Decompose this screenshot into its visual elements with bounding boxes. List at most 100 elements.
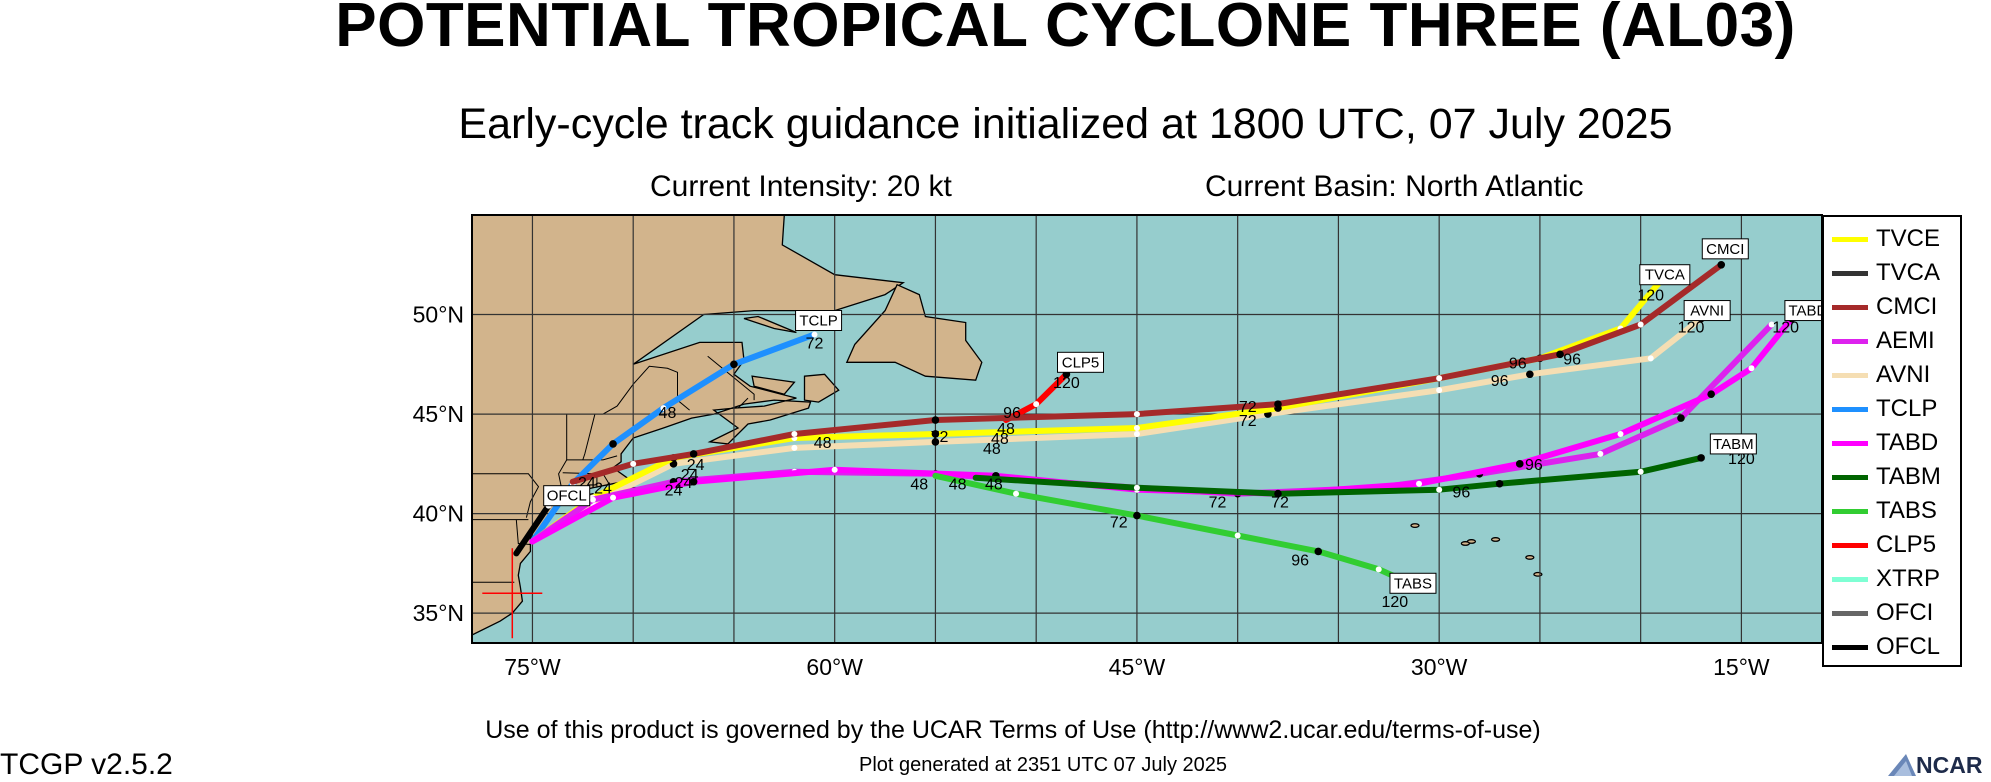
forecast-hour-label: 120	[1772, 319, 1799, 336]
track-point	[931, 438, 940, 446]
track-point	[1748, 365, 1755, 372]
track-point	[1033, 401, 1040, 408]
track-point	[1647, 355, 1654, 362]
track-point	[1526, 370, 1534, 379]
island	[743, 315, 797, 334]
track-point	[689, 477, 698, 486]
legend-label: AVNI	[1876, 361, 1931, 388]
forecast-tracks	[513, 260, 1796, 592]
legend-item-tabd: TABD	[1824, 427, 1964, 459]
ncar-logo: NCAR	[1888, 752, 1988, 778]
track-ofcl	[513, 502, 552, 557]
track-point	[1495, 479, 1504, 488]
legend-swatch	[1832, 339, 1868, 344]
legend-item-avni: AVNI	[1824, 359, 1964, 391]
track-label-box	[795, 310, 843, 332]
track-point	[1637, 468, 1644, 475]
track-point	[1133, 484, 1140, 491]
track-label-tabs: TABS	[1394, 575, 1432, 592]
azores-island	[1525, 554, 1535, 560]
track-point	[1436, 486, 1443, 493]
forecast-hour-label: 96	[1563, 351, 1581, 368]
lat-tick-label: 45°N	[413, 401, 464, 427]
azores-island	[1490, 537, 1501, 542]
track-point	[1133, 425, 1140, 432]
legend-swatch	[1832, 611, 1868, 616]
forecast-hour-label: 72	[1239, 413, 1257, 430]
track-point	[1617, 430, 1624, 437]
legend-swatch	[1832, 645, 1868, 650]
island	[845, 283, 983, 381]
legend-label: TCLP	[1876, 395, 1938, 422]
track-point	[1556, 350, 1564, 359]
track-point	[730, 360, 738, 369]
legend-label: TABS	[1876, 497, 1937, 524]
track-label-clp5: CLP5	[1062, 354, 1100, 371]
track-point	[609, 440, 617, 448]
forecast-hour-label: 120	[1637, 288, 1664, 305]
legend-swatch	[1832, 271, 1868, 276]
legend-label: CLP5	[1876, 531, 1937, 558]
latitude-labels: 50°N 45°N 40°N 35°N	[413, 302, 464, 627]
lon-tick-label: 45°W	[1109, 654, 1166, 680]
legend-swatch	[1832, 441, 1868, 446]
track-point	[1717, 260, 1726, 269]
track-label-cmci: CMCI	[1706, 241, 1744, 258]
track-point	[1133, 430, 1140, 437]
forecast-hour-label: 24	[594, 481, 612, 498]
track-label-box	[1709, 433, 1757, 455]
legend-label: TABM	[1876, 463, 1941, 490]
track-point	[1697, 454, 1705, 462]
track-point	[1133, 411, 1140, 418]
legend-label: OFCI	[1876, 599, 1934, 626]
legend-swatch	[1832, 577, 1868, 582]
legend-swatch	[1832, 543, 1868, 548]
forecast-hour-label: 48	[910, 477, 928, 494]
island	[803, 373, 840, 403]
forecast-hour-label: 120	[1053, 375, 1080, 392]
lat-tick-label: 40°N	[413, 501, 464, 527]
legend-label: CMCI	[1876, 293, 1938, 320]
forecast-hour-label: 96	[1491, 373, 1509, 390]
legend-swatch	[1832, 407, 1868, 412]
border-line	[566, 414, 618, 461]
track-label-tclp: TCLP	[799, 313, 837, 330]
track-label-tabd: TABD	[1788, 303, 1827, 320]
forecast-hour-label: 96	[1003, 405, 1021, 422]
forecast-hour-label: 24	[681, 467, 699, 484]
forecast-hour-label: 72	[1110, 515, 1128, 532]
legend-item-cmci: CMCI	[1824, 291, 1964, 323]
track-label-box	[1389, 572, 1437, 594]
forecast-hour-label: 48	[949, 477, 967, 494]
lat-tick-label: 35°N	[413, 600, 464, 626]
track-point	[931, 416, 940, 424]
longitude-labels: 75°W 60°W 45°W 30°W 15°W	[504, 654, 1770, 680]
plot-generated: Plot generated at 2351 UTC 07 July 2025	[858, 754, 1228, 776]
lon-tick-label: 15°W	[1713, 654, 1770, 680]
legend-item-tclp: TCLP	[1824, 393, 1964, 425]
border-line	[515, 519, 531, 545]
track-point	[689, 450, 698, 458]
current-intensity: Current Intensity: 20 kt	[650, 170, 952, 203]
track-point	[1314, 547, 1323, 556]
island	[751, 375, 796, 395]
track-point	[1436, 375, 1443, 382]
track-point	[811, 331, 818, 338]
track-point	[1677, 414, 1685, 422]
legend-swatch	[1832, 509, 1868, 514]
forecast-hour-label: 72	[1209, 495, 1227, 512]
border-line	[737, 397, 749, 409]
legend-item-tabm: TABM	[1824, 461, 1964, 493]
legend-label: TVCE	[1876, 225, 1941, 252]
forecast-hour-label: 72	[806, 335, 824, 352]
track-point	[931, 430, 940, 438]
track-point	[1274, 489, 1282, 498]
azores-island	[1410, 523, 1420, 528]
forecast-hour-label: 24	[687, 457, 705, 474]
track-point	[831, 466, 838, 473]
track-point	[1375, 566, 1382, 573]
forecast-hour-label: 48	[985, 477, 1003, 494]
track-point	[791, 430, 798, 437]
track-point	[610, 494, 617, 501]
legend-swatch	[1832, 305, 1868, 310]
